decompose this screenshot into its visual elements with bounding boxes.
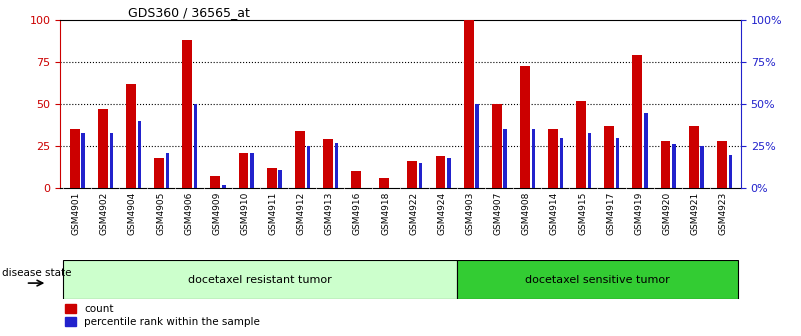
Bar xyxy=(464,20,473,188)
Text: GSM4913: GSM4913 xyxy=(325,192,334,235)
Bar xyxy=(548,129,558,188)
Text: GSM4910: GSM4910 xyxy=(240,192,249,235)
Text: GSM4918: GSM4918 xyxy=(381,192,390,235)
Text: GSM4915: GSM4915 xyxy=(578,192,587,235)
Text: GSM4907: GSM4907 xyxy=(493,192,502,235)
Bar xyxy=(408,161,417,188)
Text: GSM4911: GSM4911 xyxy=(268,192,278,235)
Bar xyxy=(211,176,220,188)
Bar xyxy=(110,133,113,188)
Text: GSM4908: GSM4908 xyxy=(521,192,531,235)
Text: GSM4902: GSM4902 xyxy=(100,192,109,235)
Text: GSM4922: GSM4922 xyxy=(409,192,418,235)
Text: GSM4906: GSM4906 xyxy=(184,192,193,235)
Bar xyxy=(447,158,451,188)
Bar xyxy=(672,144,676,188)
Bar xyxy=(520,66,529,188)
Bar xyxy=(82,133,85,188)
Bar xyxy=(295,131,304,188)
Bar xyxy=(250,153,254,188)
Bar xyxy=(532,129,535,188)
Bar xyxy=(335,143,338,188)
Bar xyxy=(126,84,136,188)
Bar xyxy=(729,155,732,188)
Bar xyxy=(239,153,248,188)
Text: GSM4923: GSM4923 xyxy=(718,192,727,235)
Text: GDS360 / 36565_at: GDS360 / 36565_at xyxy=(128,6,250,19)
Text: GSM4901: GSM4901 xyxy=(71,192,81,235)
Bar xyxy=(492,104,501,188)
Bar xyxy=(576,101,586,188)
Bar xyxy=(616,138,619,188)
Bar xyxy=(183,40,192,188)
Bar xyxy=(644,113,647,188)
Bar xyxy=(222,185,226,188)
Bar xyxy=(98,109,108,188)
Text: GSM4914: GSM4914 xyxy=(550,192,559,235)
Bar xyxy=(436,156,445,188)
Text: GSM4917: GSM4917 xyxy=(606,192,615,235)
Bar xyxy=(457,260,738,299)
Text: GSM4924: GSM4924 xyxy=(437,192,446,235)
Text: GSM4921: GSM4921 xyxy=(690,192,699,235)
Bar xyxy=(323,139,333,188)
Bar xyxy=(351,171,361,188)
Bar xyxy=(419,163,422,188)
Legend: count, percentile rank within the sample: count, percentile rank within the sample xyxy=(66,304,260,327)
Bar xyxy=(267,168,276,188)
Text: GSM4903: GSM4903 xyxy=(465,192,474,235)
Bar xyxy=(279,170,282,188)
Bar xyxy=(475,104,479,188)
Bar xyxy=(70,129,79,188)
Text: GSM4919: GSM4919 xyxy=(634,192,643,235)
Bar xyxy=(307,146,310,188)
Bar xyxy=(379,178,389,188)
Bar xyxy=(63,260,457,299)
Text: docetaxel sensitive tumor: docetaxel sensitive tumor xyxy=(525,275,670,285)
Bar xyxy=(560,138,563,188)
Bar xyxy=(138,121,141,188)
Text: GSM4904: GSM4904 xyxy=(128,192,137,235)
Bar xyxy=(154,158,164,188)
Bar xyxy=(689,126,698,188)
Text: GSM4909: GSM4909 xyxy=(212,192,221,235)
Bar xyxy=(166,153,169,188)
Bar xyxy=(661,141,670,188)
Text: GSM4905: GSM4905 xyxy=(156,192,165,235)
Text: docetaxel resistant tumor: docetaxel resistant tumor xyxy=(188,275,332,285)
Text: GSM4920: GSM4920 xyxy=(662,192,671,235)
Text: GSM4912: GSM4912 xyxy=(296,192,306,235)
Bar xyxy=(633,55,642,188)
Text: GSM4916: GSM4916 xyxy=(353,192,362,235)
Bar xyxy=(717,141,727,188)
Bar xyxy=(604,126,614,188)
Bar xyxy=(504,129,507,188)
Bar xyxy=(588,133,591,188)
Bar xyxy=(194,104,197,188)
Bar xyxy=(700,146,704,188)
Text: disease state: disease state xyxy=(2,268,71,278)
